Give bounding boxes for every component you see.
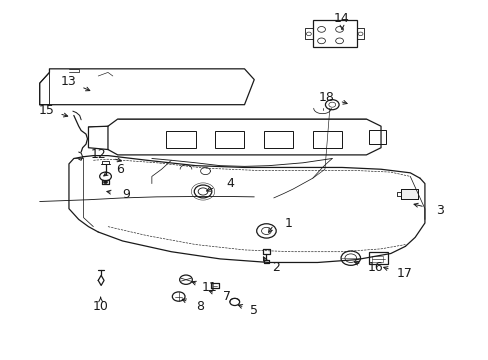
Bar [264,131,293,148]
Text: 7: 7 [223,290,231,303]
Bar [215,131,244,148]
Bar [312,21,356,47]
Bar [368,252,387,264]
Text: 18: 18 [318,91,334,104]
Text: 4: 4 [225,177,233,190]
Text: 3: 3 [435,204,443,217]
Text: 5: 5 [250,305,258,318]
Text: 9: 9 [122,188,130,201]
Bar [400,189,417,199]
Bar [312,131,341,148]
Bar [368,130,385,144]
Text: 17: 17 [396,267,411,280]
Text: 10: 10 [93,300,108,313]
Bar [400,189,417,199]
Text: 1: 1 [284,216,292,230]
Text: 15: 15 [39,104,55,117]
Text: 2: 2 [272,261,280,274]
Text: 16: 16 [366,261,382,274]
Text: 14: 14 [333,12,349,25]
Bar [166,131,195,148]
Bar [371,256,382,262]
Text: 13: 13 [61,75,77,88]
Text: 12: 12 [90,148,106,161]
Circle shape [103,181,107,184]
Text: 8: 8 [196,300,204,313]
Text: 6: 6 [116,163,124,176]
Text: 11: 11 [201,281,217,294]
